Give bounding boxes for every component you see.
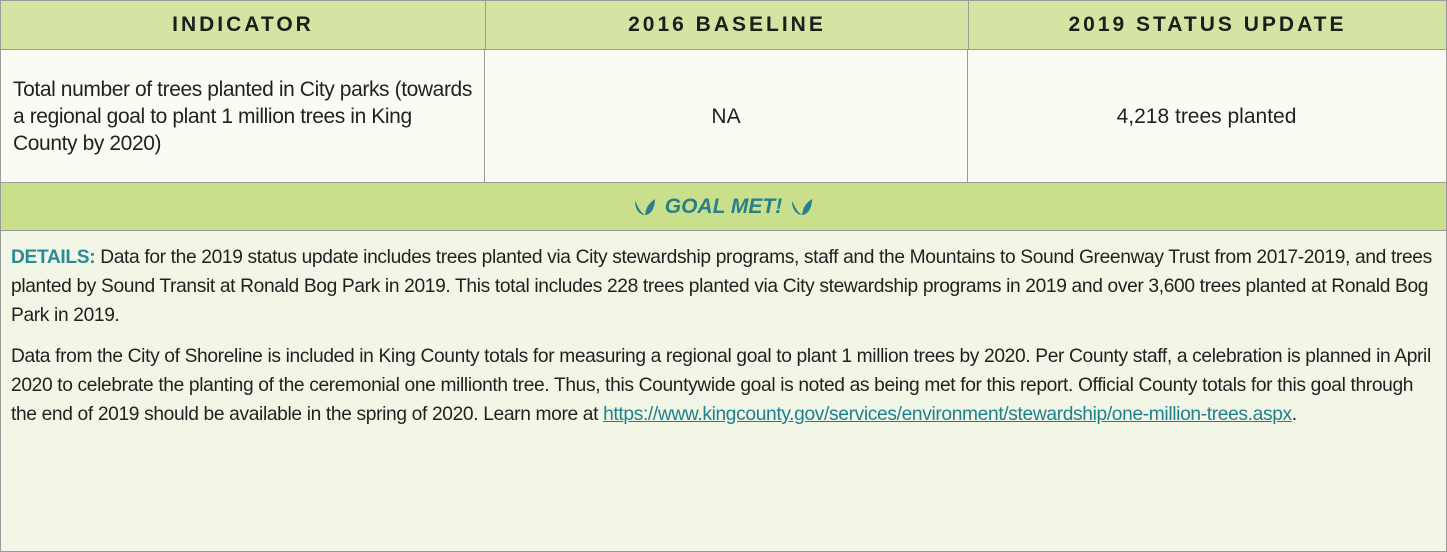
header-row: INDICATOR 2016 BASELINE 2019 STATUS UPDA… [1, 1, 1446, 50]
cell: NA [485, 50, 968, 182]
leaf-icon [634, 198, 655, 215]
status-row: GOAL MET! [1, 183, 1446, 231]
leaf-icon [792, 198, 813, 215]
status-text: GOAL MET! [664, 194, 783, 218]
text: Data from the City of Shoreline is inclu… [11, 346, 1431, 425]
data-row: Total number of trees planted in City pa… [1, 50, 1446, 183]
header-cell: INDICATOR [1, 1, 486, 49]
details: DETAILS: Data for the 2019 status update… [1, 231, 1446, 429]
cell: Total number of trees planted in City pa… [1, 50, 485, 182]
cell: 4,218 trees planted [1116, 104, 1297, 128]
link[interactable]: https://www.kingcounty.gov/services/envi… [603, 404, 1292, 425]
header-cell: 2016 BASELINE [486, 1, 969, 49]
header-cell: 2019 STATUS UPDATE [1068, 13, 1347, 36]
text: Data for the 2019 status update includes… [11, 247, 1432, 326]
details-label: DETAILS: [11, 247, 96, 268]
text: . [1291, 404, 1297, 425]
paragraph: DETAILS: Data for the 2019 status update… [11, 243, 1436, 330]
paragraph: Data from the City of Shoreline is inclu… [11, 342, 1436, 429]
